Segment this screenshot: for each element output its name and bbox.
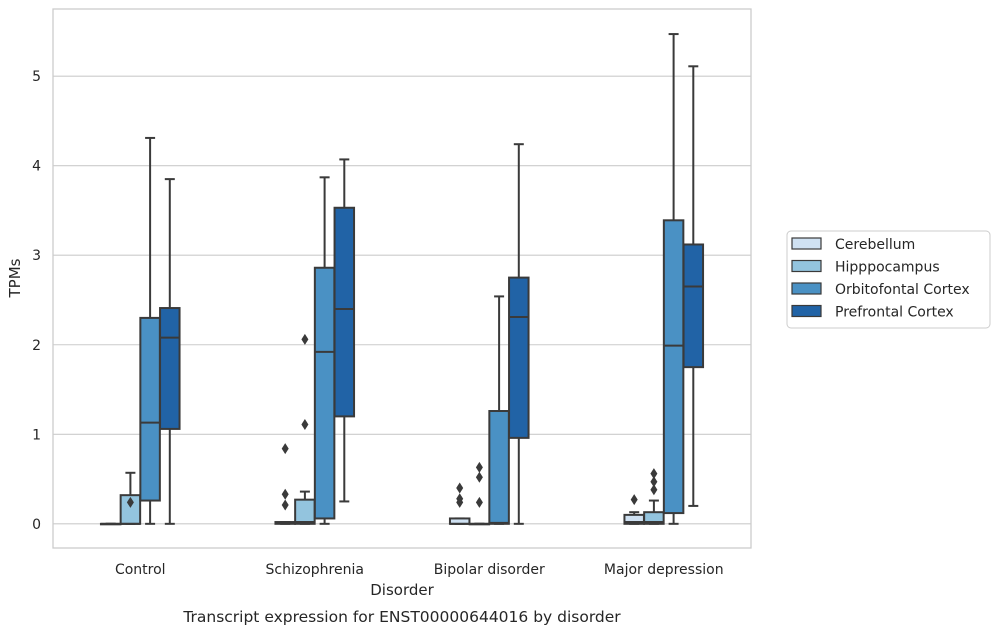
box-iqr bbox=[643, 511, 665, 525]
legend-entry: Hipppocampus bbox=[835, 260, 940, 276]
box-prefrontal-cortex-1 bbox=[333, 158, 356, 503]
x-tick-labels: Control Schizophrenia Bipolar disorder Majo… bbox=[115, 562, 724, 578]
outlier-point bbox=[650, 468, 658, 480]
outlier-point bbox=[456, 493, 464, 505]
box-prefrontal-cortex-0 bbox=[159, 178, 181, 525]
box-cerebellum-0 bbox=[99, 522, 122, 526]
box-iqr bbox=[313, 266, 336, 520]
x-axis-title: Disorder bbox=[370, 581, 434, 599]
boxes bbox=[99, 33, 705, 526]
legend-swatch bbox=[791, 304, 822, 318]
box-orbitofontal-cortex-3 bbox=[662, 33, 685, 525]
box-prefrontal-cortex-2 bbox=[508, 143, 530, 525]
box-hipppocampus-1 bbox=[294, 333, 316, 525]
box-iqr bbox=[294, 498, 316, 525]
legend-entry: Cerebellum bbox=[835, 237, 915, 253]
outlier-point bbox=[281, 488, 289, 500]
box-iqr bbox=[508, 276, 530, 439]
outlier-point bbox=[475, 471, 483, 483]
y-tick-label: 4 bbox=[32, 159, 41, 175]
x-tick-label: Bipolar disorder bbox=[434, 562, 545, 578]
box-orbitofontal-cortex-2 bbox=[488, 295, 510, 525]
legend-swatch bbox=[791, 282, 822, 295]
box-cerebellum-1 bbox=[274, 443, 296, 525]
chart-caption: Transcript expression for ENST0000064401… bbox=[182, 608, 621, 626]
legend-entry: Prefrontal Cortex bbox=[835, 305, 954, 321]
legend-frame bbox=[786, 230, 991, 329]
outlier-point bbox=[630, 494, 638, 506]
box-hipppocampus-3 bbox=[643, 468, 665, 525]
box-orbitofontal-cortex-0 bbox=[139, 136, 161, 525]
outlier-point bbox=[475, 461, 483, 473]
x-tick-label: Major depression bbox=[604, 562, 724, 578]
x-tick-label: Control bbox=[115, 562, 166, 578]
box-hipppocampus-0 bbox=[119, 471, 142, 525]
box-cerebellum-3 bbox=[623, 494, 645, 525]
legend: Cerebellum Hipppocampus Orbitofontal Corte… bbox=[786, 230, 991, 329]
y-tick-label: 3 bbox=[32, 248, 41, 264]
outlier-point bbox=[650, 484, 658, 496]
plot-frame bbox=[52, 8, 752, 549]
outlier-point bbox=[301, 418, 309, 430]
outlier-point bbox=[281, 499, 289, 511]
box-iqr bbox=[682, 243, 705, 369]
outlier-point bbox=[475, 496, 483, 508]
outlier-point bbox=[456, 482, 464, 494]
legend-swatch bbox=[791, 237, 822, 250]
y-tick-label: 5 bbox=[32, 69, 41, 85]
box-cerebellum-2 bbox=[448, 482, 471, 525]
box-iqr bbox=[662, 219, 685, 515]
legend-swatch bbox=[791, 259, 822, 273]
outlier-point bbox=[650, 476, 658, 488]
y-tick-label: 0 bbox=[32, 517, 41, 533]
outlier-point bbox=[281, 443, 289, 455]
box-iqr bbox=[159, 307, 181, 430]
y-tick-labels: 0 1 2 3 4 5 bbox=[32, 69, 41, 533]
box-hipppocampus-2 bbox=[468, 461, 491, 526]
box-iqr bbox=[139, 316, 161, 502]
box-iqr bbox=[488, 410, 510, 525]
outlier-point bbox=[126, 496, 134, 508]
legend-entry: Orbitofontal Cortex bbox=[835, 282, 970, 298]
y-axis-title: TPMs bbox=[6, 258, 24, 298]
box-orbitofontal-cortex-1 bbox=[313, 176, 336, 525]
x-tick-label: Schizophrenia bbox=[266, 562, 364, 578]
box-iqr bbox=[333, 206, 356, 418]
y-tick-label: 1 bbox=[32, 427, 41, 443]
box-prefrontal-cortex-3 bbox=[682, 65, 705, 507]
y-tick-label: 2 bbox=[32, 338, 41, 354]
outlier-point bbox=[301, 333, 309, 345]
